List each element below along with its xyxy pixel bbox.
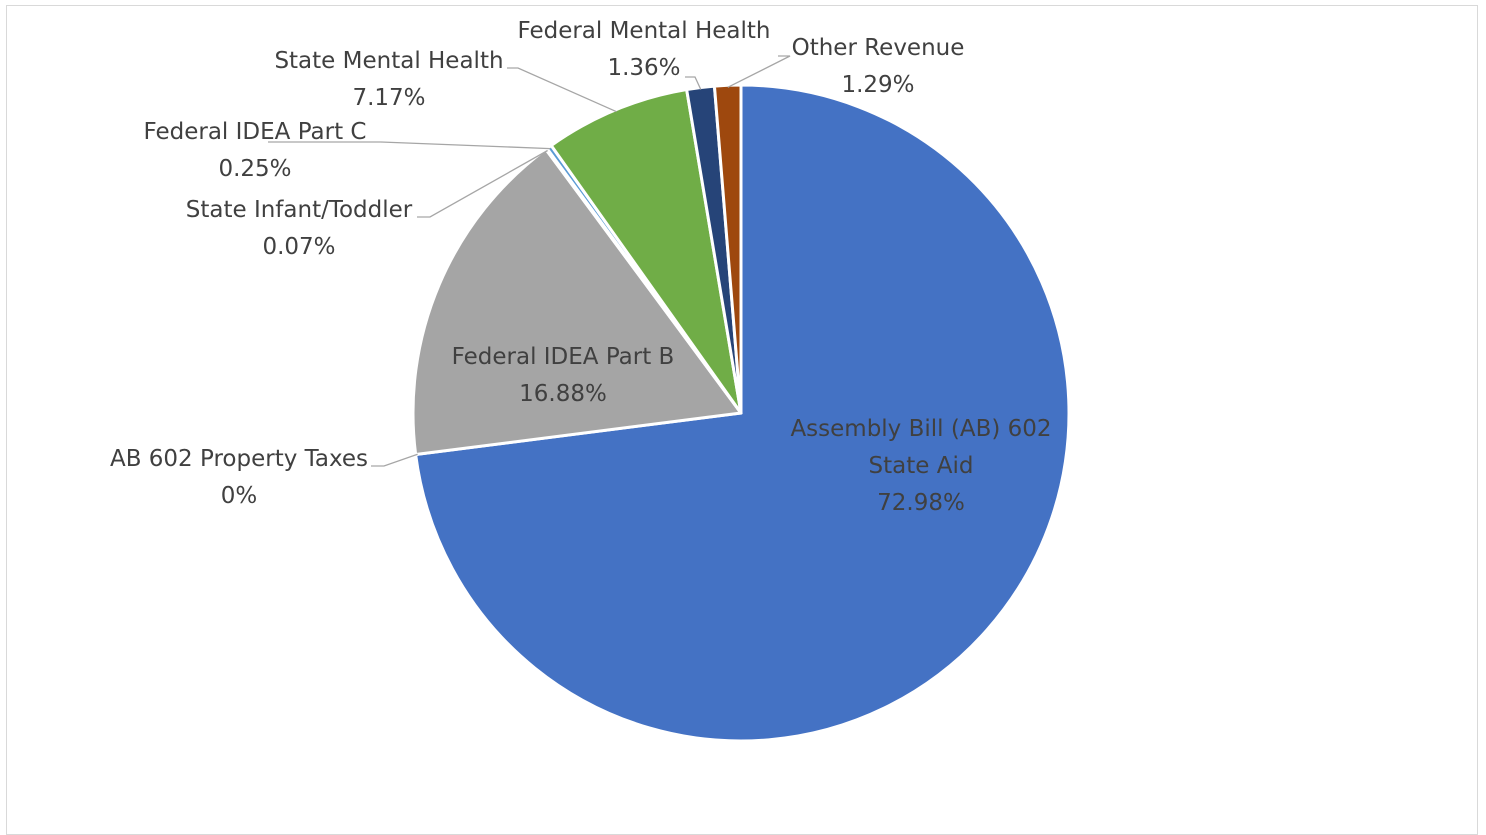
data-labels: Assembly Bill (AB) 602 State Aid 72.98% AB … [110,18,1052,516]
data-label-pct-assembly-bill-ab-602-state-aid: 72.98% [877,490,965,516]
data-label-name-other-revenue: Other Revenue [792,35,965,61]
data-label-pct-state-mental-health: 7.17% [352,85,425,111]
slice-other-revenue [712,83,743,415]
pie-slices [411,83,1071,743]
data-label-name-state-infant-toddler: State Infant/Toddler [186,197,413,223]
leader-line-state-mental-health [507,67,617,113]
leader-line-federal-mental-health [685,76,702,90]
data-label-name-ab-602-property-taxes: AB 602 Property Taxes [110,446,368,472]
data-label-name-federal-mental-health: Federal Mental Health [517,18,770,44]
leader-lines [268,55,791,467]
data-label-name-assembly-bill-ab-602-state-aid: State Aid [869,453,974,479]
data-label-name-state-mental-health: State Mental Health [274,48,503,74]
leader-line-state-infant-toddler [417,149,548,218]
data-label-name-federal-idea-part-c: Federal IDEA Part C [144,119,367,145]
leader-line-ab-602-property-taxes [371,453,418,467]
data-label-pct-ab-602-property-taxes: 0% [221,483,258,509]
data-label-name-federal-idea-part-b: Federal IDEA Part B [452,344,675,370]
leader-line-other-revenue [727,55,791,88]
data-label-pct-federal-idea-part-c: 0.25% [218,156,291,182]
data-label-pct-other-revenue: 1.29% [841,72,914,98]
slice-federal-idea-part-b [411,147,743,457]
data-label-pct-federal-mental-health: 1.36% [607,55,680,81]
data-label-pct-state-infant-toddler: 0.07% [262,234,335,260]
leader-line-federal-idea-part-c [268,141,551,150]
data-label-pct-federal-idea-part-b: 16.88% [519,381,607,407]
slice-state-mental-health [549,88,743,415]
data-label-name-assembly-bill-ab-602-state-aid: Assembly Bill (AB) 602 [790,416,1051,442]
